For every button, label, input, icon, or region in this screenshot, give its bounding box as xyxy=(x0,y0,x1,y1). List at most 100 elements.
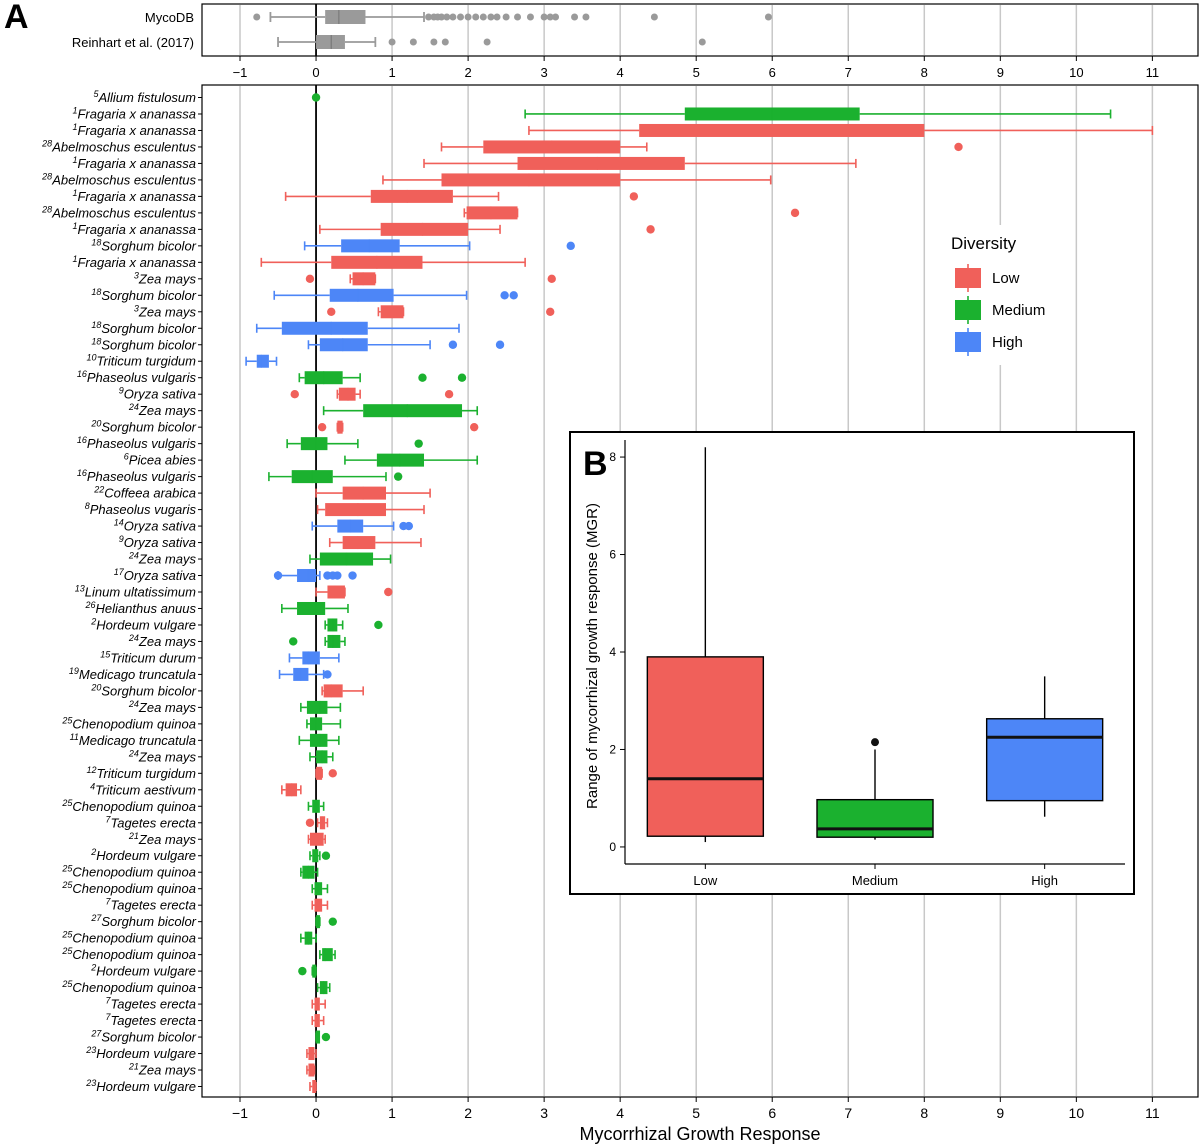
species-label: 20Sorghum bicolor xyxy=(90,682,196,698)
overview-frame xyxy=(201,3,1199,57)
study-box xyxy=(319,338,368,352)
species-label: 15Triticum durum xyxy=(100,649,196,665)
species-ref: 28 xyxy=(41,204,52,214)
overview-tick-label: 6 xyxy=(769,65,776,80)
species-ref: 28 xyxy=(41,171,52,181)
species-ref: 7 xyxy=(105,897,111,907)
species-ref: 13 xyxy=(75,584,85,594)
species-ref: 18 xyxy=(91,287,101,297)
species-ref: 21 xyxy=(128,831,139,841)
species-name: Tagetes erecta xyxy=(110,1013,196,1028)
species-label: 2Hordeum vulgare xyxy=(90,963,196,979)
study-outlier xyxy=(305,274,315,284)
study-box xyxy=(517,156,685,170)
species-label: 7Tagetes erecta xyxy=(105,814,196,830)
species-ref: 24 xyxy=(128,551,139,561)
species-ref: 18 xyxy=(91,237,101,247)
study-outlier xyxy=(509,291,518,300)
species-ref: 9 xyxy=(119,534,124,544)
study-box xyxy=(316,1030,321,1044)
species-name: Fragaria x ananassa xyxy=(77,156,196,171)
species-name: Fragaria x ananassa xyxy=(77,255,196,270)
species-ref: 23 xyxy=(85,1078,96,1088)
species-ref: 1 xyxy=(72,188,77,198)
legend-label-low: Low xyxy=(992,270,1020,287)
overview-tick-label: −1 xyxy=(233,65,248,80)
species-label: 1Fragaria x ananassa xyxy=(72,221,196,237)
species-name: Sorghum bicolor xyxy=(101,288,196,303)
overview-outlier xyxy=(253,13,261,21)
panel-b-outlier xyxy=(871,738,879,747)
overview-outlier xyxy=(546,13,554,21)
study-outlier xyxy=(305,818,315,827)
study-box xyxy=(466,206,518,220)
study-box xyxy=(308,1063,315,1077)
panel-b-y-tick-label: 8 xyxy=(609,450,616,464)
species-name: Medicago truncatula xyxy=(79,667,196,682)
panel-b-x-tick-label: High xyxy=(1031,873,1058,888)
study-box xyxy=(308,1047,315,1061)
species-label: 25Chenopodium quinoa xyxy=(61,880,196,896)
overview-tick-label: 2 xyxy=(464,65,471,80)
species-name: Sorghum bicolor xyxy=(101,914,196,929)
species-name: Zea mays xyxy=(138,700,197,715)
species-name: Hordeum vulgare xyxy=(96,848,196,863)
species-label: 2Hordeum vulgare xyxy=(90,847,196,863)
species-ref: 7 xyxy=(105,996,111,1006)
species-ref: 25 xyxy=(61,798,73,808)
species-ref: 24 xyxy=(128,633,139,643)
study-box xyxy=(327,585,345,599)
panel-b-x-tick-label: Low xyxy=(693,873,717,888)
species-ref: 3 xyxy=(134,270,139,280)
overview-x-ticks: −1 0 1 2 3 4 5 6 7 8 9 10 11 xyxy=(233,56,1160,80)
panel-b-box-high xyxy=(985,718,1104,802)
study-box xyxy=(312,849,319,863)
study-outlier xyxy=(290,390,299,399)
legend: Diversity Low Medium High xyxy=(940,225,1070,365)
species-ref: 24 xyxy=(128,748,139,758)
species-name: Fragaria x ananassa xyxy=(77,189,196,204)
study-box xyxy=(370,189,453,203)
study-outlier xyxy=(414,439,423,448)
study-box xyxy=(363,404,463,418)
species-name: Chenopodium quinoa xyxy=(72,716,196,731)
legend-key-high xyxy=(955,332,981,352)
species-name: Chenopodium quinoa xyxy=(72,947,196,962)
species-ref: 27 xyxy=(90,1029,102,1039)
study-outlier xyxy=(404,521,414,531)
panel-b-box-low xyxy=(646,656,765,837)
species-ref: 25 xyxy=(61,715,73,725)
overview-tick-label: 7 xyxy=(845,65,852,80)
species-name: Zea mays xyxy=(138,749,197,764)
species-name: Zea mays xyxy=(138,552,197,567)
species-ref: 26 xyxy=(85,600,96,610)
species-label: 3Zea mays xyxy=(134,270,197,286)
overview-tick-label: 11 xyxy=(1146,65,1160,80)
overview-outlier xyxy=(457,13,465,21)
species-ref: 24 xyxy=(128,402,139,412)
main-tick-label: 6 xyxy=(768,1105,776,1121)
study-box xyxy=(297,569,317,583)
species-name: Phaseolus vugaris xyxy=(90,502,197,517)
main-tick-label: 11 xyxy=(1145,1105,1160,1121)
study-box xyxy=(342,536,376,550)
study-box xyxy=(323,684,343,698)
study-box xyxy=(342,486,386,500)
species-name: Oryza sativa xyxy=(124,535,196,550)
species-label: 27Sorghum bicolor xyxy=(90,913,196,929)
species-label: 24Zea mays xyxy=(128,551,197,567)
species-label: 26Helianthus anuus xyxy=(85,600,197,616)
study-outlier xyxy=(317,422,327,432)
study-outlier xyxy=(790,208,800,218)
overview-tick-label: 8 xyxy=(921,65,928,80)
species-name: Hordeum vulgare xyxy=(96,1046,196,1061)
species-name: Coffeea arabica xyxy=(104,486,196,501)
species-label: 2Hordeum vulgare xyxy=(90,616,196,632)
overview-outlier xyxy=(514,13,522,21)
species-ref: 11 xyxy=(70,732,79,742)
species-ref: 15 xyxy=(100,649,111,659)
overview-box xyxy=(325,10,366,24)
study-box xyxy=(309,832,324,846)
species-ref: 9 xyxy=(119,386,124,396)
study-box xyxy=(306,700,328,714)
